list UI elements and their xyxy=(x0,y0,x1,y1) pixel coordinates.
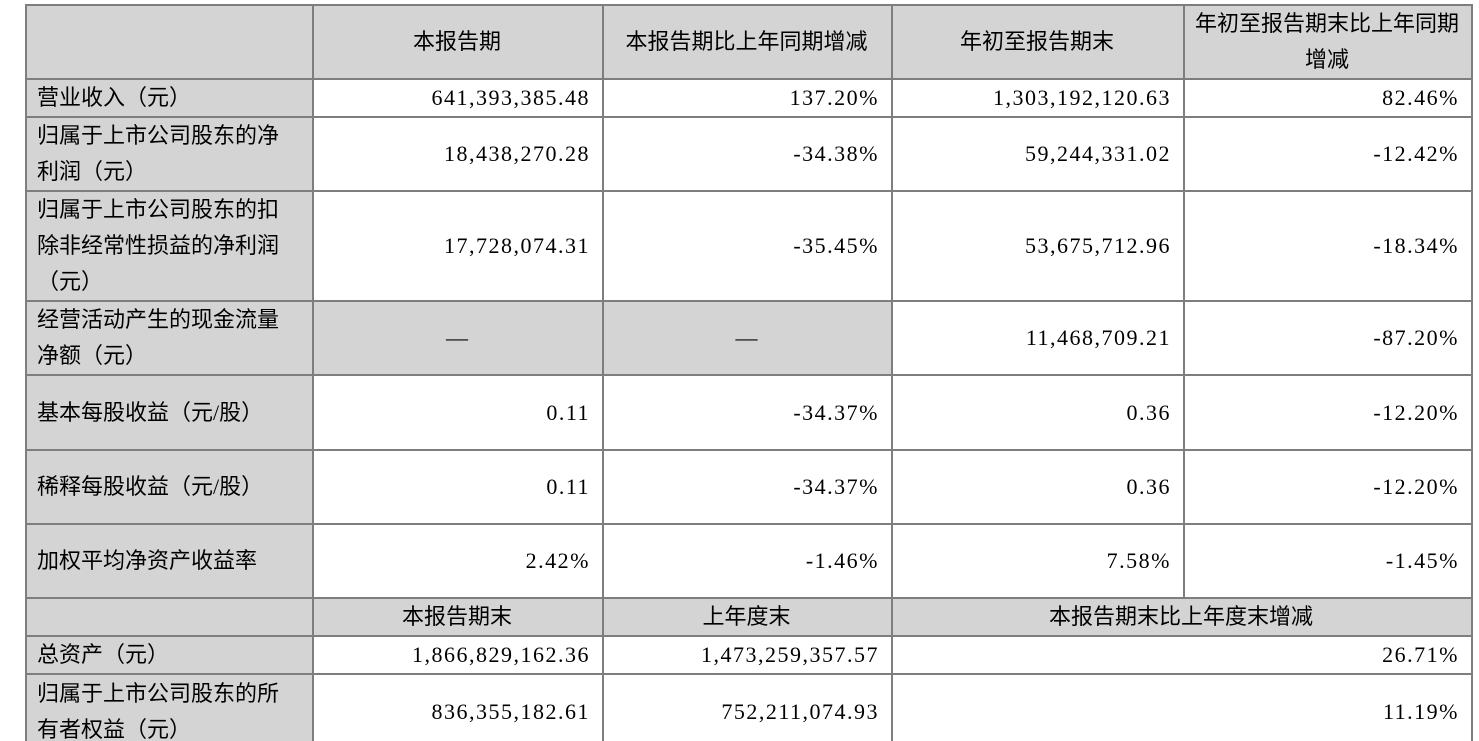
value-change: 11.19% xyxy=(891,673,1473,741)
value-ytd: 59,244,331.02 xyxy=(891,116,1185,192)
value-ytd: 7.58% xyxy=(891,523,1185,599)
value-current-period: 0.11 xyxy=(312,374,604,451)
value-current-yoy: 137.20% xyxy=(602,78,893,118)
sub-corner-cell xyxy=(25,597,314,637)
corner-cell xyxy=(25,4,314,80)
value-current-period: 17,728,074.31 xyxy=(312,190,604,302)
value-current-yoy-dash: — xyxy=(602,300,893,376)
col-header-ytd-yoy: 年初至报告期末比上年同期增减 xyxy=(1183,4,1473,80)
value-prev-year-end: 752,211,074.93 xyxy=(602,673,893,741)
sub-header-row: 本报告期末 上年度末 本报告期末比上年度末增减 xyxy=(25,597,1473,637)
value-ytd: 0.36 xyxy=(891,374,1185,451)
row-weighted-avg-roe: 加权平均净资产收益率 2.42% -1.46% 7.58% -1.45% xyxy=(25,523,1473,599)
row-net-profit-attributable: 归属于上市公司股东的净利润（元） 18,438,270.28 -34.38% 5… xyxy=(25,116,1473,192)
value-current-period: 641,393,385.48 xyxy=(312,78,604,118)
value-period-end: 836,355,182.61 xyxy=(312,673,604,741)
value-current-yoy: -1.46% xyxy=(602,523,893,599)
value-ytd-yoy: -18.34% xyxy=(1183,190,1473,302)
value-current-period: 2.42% xyxy=(312,523,604,599)
row-label-weighted-avg-roe: 加权平均净资产收益率 xyxy=(25,523,314,599)
financial-summary-table: 本报告期 本报告期比上年同期增减 年初至报告期末 年初至报告期末比上年同期增减 … xyxy=(25,4,1473,741)
value-ytd-yoy: -1.45% xyxy=(1183,523,1473,599)
value-current-yoy: -34.38% xyxy=(602,116,893,192)
row-total-assets: 总资产（元） 1,866,829,162.36 1,473,259,357.57… xyxy=(25,635,1473,675)
value-current-yoy: -34.37% xyxy=(602,374,893,451)
row-label-basic-eps: 基本每股收益（元/股） xyxy=(25,374,314,451)
value-ytd: 0.36 xyxy=(891,449,1185,525)
value-ytd: 11,468,709.21 xyxy=(891,300,1185,376)
value-current-period-dash: — xyxy=(312,300,604,376)
row-label-net-profit-attributable: 归属于上市公司股东的净利润（元） xyxy=(25,116,314,192)
row-diluted-eps: 稀释每股收益（元/股） 0.11 -34.37% 0.36 -12.20% xyxy=(25,449,1473,525)
value-current-period: 0.11 xyxy=(312,449,604,525)
value-period-end: 1,866,829,162.36 xyxy=(312,635,604,675)
value-current-yoy: -35.45% xyxy=(602,190,893,302)
row-label-equity-attributable: 归属于上市公司股东的所有者权益（元） xyxy=(25,673,314,741)
value-change: 26.71% xyxy=(891,635,1473,675)
value-current-period: 18,438,270.28 xyxy=(312,116,604,192)
row-operating-cash-flow: 经营活动产生的现金流量净额（元） — — 11,468,709.21 -87.2… xyxy=(25,300,1473,376)
row-equity-attributable: 归属于上市公司股东的所有者权益（元） 836,355,182.61 752,21… xyxy=(25,673,1473,741)
col-header-prev-year-end: 上年度末 xyxy=(602,597,893,637)
value-ytd-yoy: 82.46% xyxy=(1183,78,1473,118)
row-label-operating-revenue: 营业收入（元） xyxy=(25,78,314,118)
col-header-period-end-change: 本报告期末比上年度末增减 xyxy=(891,597,1473,637)
row-net-profit-excl-nonrecurring: 归属于上市公司股东的扣除非经常性损益的净利润（元） 17,728,074.31 … xyxy=(25,190,1473,302)
row-label-net-profit-excl-nonrecurring: 归属于上市公司股东的扣除非经常性损益的净利润（元） xyxy=(25,190,314,302)
col-header-period-end: 本报告期末 xyxy=(312,597,604,637)
value-ytd-yoy: -12.42% xyxy=(1183,116,1473,192)
value-ytd: 53,675,712.96 xyxy=(891,190,1185,302)
value-current-yoy: -34.37% xyxy=(602,449,893,525)
row-label-total-assets: 总资产（元） xyxy=(25,635,314,675)
col-header-current-period-yoy: 本报告期比上年同期增减 xyxy=(602,4,893,80)
row-operating-revenue: 营业收入（元） 641,393,385.48 137.20% 1,303,192… xyxy=(25,78,1473,118)
row-basic-eps: 基本每股收益（元/股） 0.11 -34.37% 0.36 -12.20% xyxy=(25,374,1473,451)
value-ytd-yoy: -12.20% xyxy=(1183,374,1473,451)
value-ytd-yoy: -12.20% xyxy=(1183,449,1473,525)
main-header-row: 本报告期 本报告期比上年同期增减 年初至报告期末 年初至报告期末比上年同期增减 xyxy=(25,4,1473,80)
value-ytd: 1,303,192,120.63 xyxy=(891,78,1185,118)
value-prev-year-end: 1,473,259,357.57 xyxy=(602,635,893,675)
row-label-diluted-eps: 稀释每股收益（元/股） xyxy=(25,449,314,525)
col-header-ytd: 年初至报告期末 xyxy=(891,4,1185,80)
row-label-operating-cash-flow: 经营活动产生的现金流量净额（元） xyxy=(25,300,314,376)
value-ytd-yoy: -87.20% xyxy=(1183,300,1473,376)
col-header-current-period: 本报告期 xyxy=(312,4,604,80)
